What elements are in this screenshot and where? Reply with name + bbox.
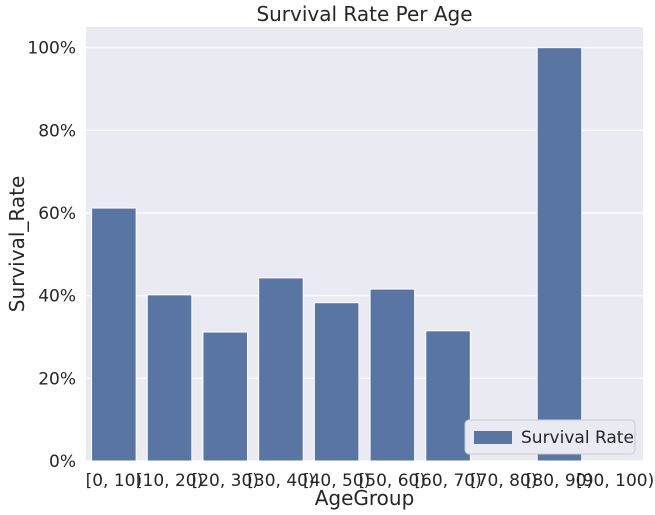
legend-swatch <box>474 431 512 444</box>
y-tick-label: 80% <box>38 121 76 141</box>
x-axis-label: AgeGroup <box>315 486 415 510</box>
y-tick-labels: 0% 20% 40% 60% 80% 100% <box>27 39 76 472</box>
x-tick-label: [20, 30) <box>192 471 259 491</box>
x-tick-label: [0, 10) <box>86 471 143 491</box>
legend-box <box>464 419 636 455</box>
bars <box>91 47 583 462</box>
bar <box>313 302 360 462</box>
x-tick-label: [10, 20) <box>136 471 203 491</box>
bar <box>91 207 137 462</box>
x-tick-label: [50, 60) <box>359 471 426 491</box>
y-axis-label: Survival_Rate <box>5 176 29 313</box>
x-tick-label: [60, 70) <box>414 471 481 491</box>
y-tick-label: 0% <box>49 452 76 472</box>
legend: Survival Rate <box>464 419 636 455</box>
y-tick-label: 40% <box>38 287 76 307</box>
x-tick-label: [40, 50) <box>303 471 370 491</box>
y-tick-label: 100% <box>27 39 76 59</box>
bar <box>146 294 193 462</box>
chart-title: Survival Rate Per Age <box>256 2 472 26</box>
x-tick-label: [70, 80) <box>470 471 537 491</box>
x-tick-label: [30, 40) <box>247 471 314 491</box>
x-tick-label: [90, 100) <box>576 471 654 491</box>
legend-label: Survival Rate <box>521 428 634 448</box>
x-tick-label: [80, 90) <box>526 471 593 491</box>
bar <box>369 288 416 462</box>
bar <box>258 277 304 462</box>
bar <box>425 330 471 462</box>
bar <box>536 47 583 462</box>
y-tick-label: 20% <box>38 369 76 389</box>
x-tick-labels: [0, 10)[10, 20)[20, 30)[30, 40)[40, 50)[… <box>86 471 655 491</box>
y-tick-label: 60% <box>38 204 76 224</box>
bar <box>202 331 249 462</box>
